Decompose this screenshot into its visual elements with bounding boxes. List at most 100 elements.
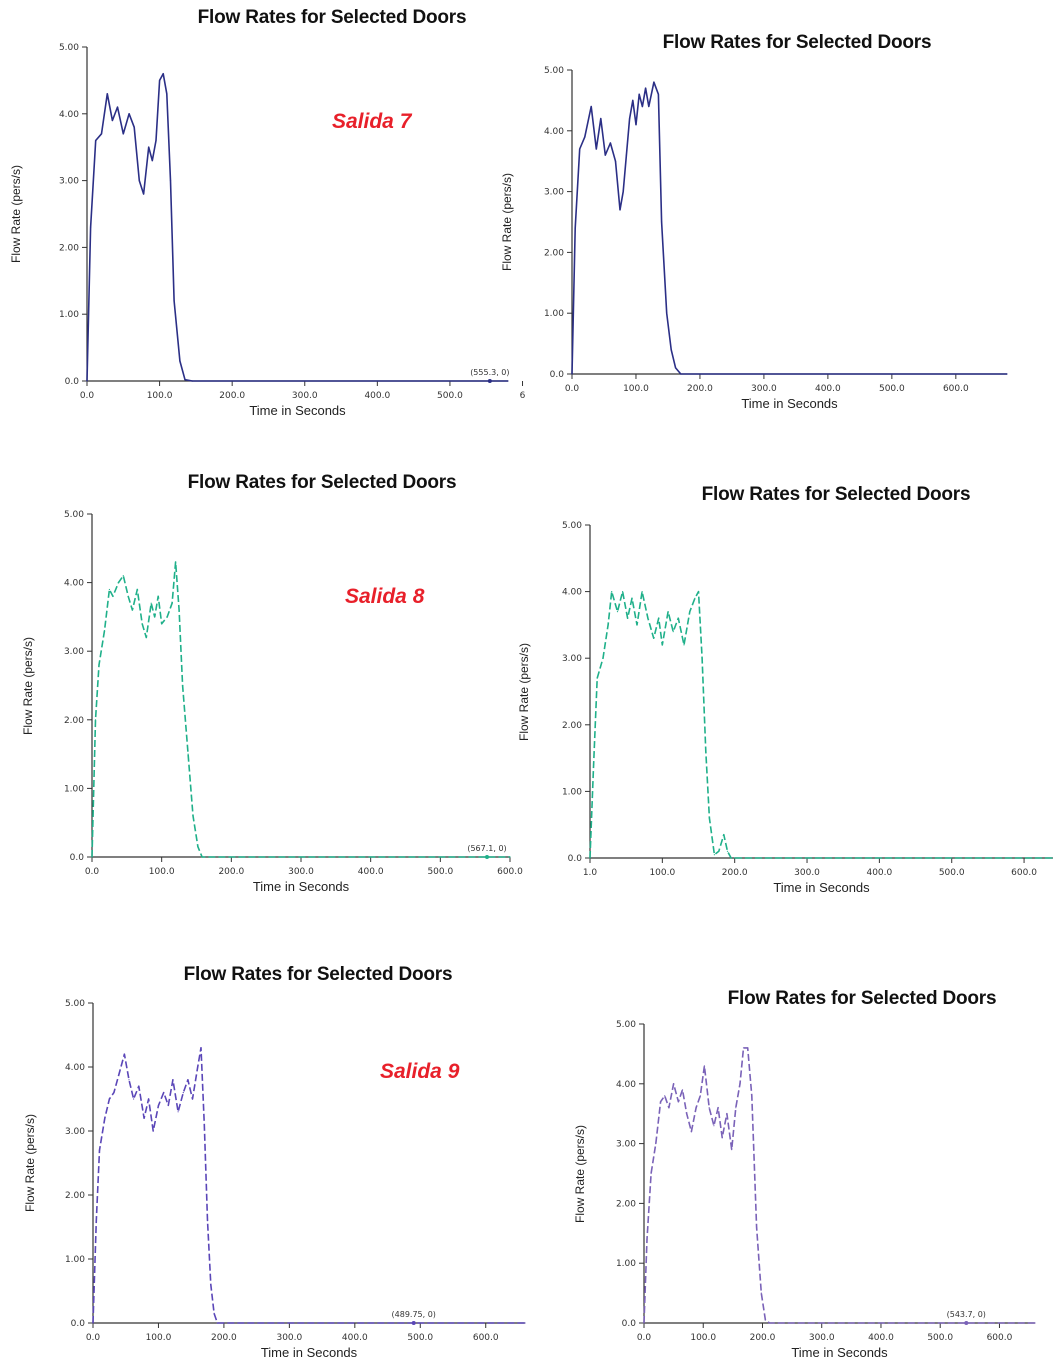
flow-rate-point (661, 221, 663, 223)
flow-rate-point (658, 617, 660, 619)
y-tick-label: 0.0 (70, 853, 85, 863)
x-tick-label: 300.0 (288, 867, 314, 877)
flow-rate-series-line (92, 1047, 525, 1324)
flow-rate-point (579, 148, 581, 150)
flow-rate-point (86, 380, 88, 382)
flow-rate-point (769, 1322, 771, 1324)
flow-rate-point (200, 1047, 202, 1049)
flow-rate-point (590, 105, 592, 108)
chart-panel-1: 0.0 1.00 2.00 3.00 4.00 5.00 0.0 100.0 200.0 300.… (9, 5, 526, 425)
flow-rate-point (1034, 1322, 1036, 1324)
flow-rate-point (148, 1098, 150, 1100)
x-tick-label: 300.0 (751, 384, 777, 394)
flow-rate-point (675, 367, 677, 369)
x-tick-label: 600.0 (943, 384, 969, 394)
flow-rate-point (641, 591, 643, 593)
flow-rate-point (677, 1101, 679, 1103)
flow-rate-point (103, 630, 106, 632)
x-tick-label: 400.0 (358, 867, 384, 877)
flow-rate-point (133, 126, 135, 128)
flow-rate-point (182, 684, 184, 687)
y-tick-label: 4.00 (64, 579, 84, 589)
x-tick-label: 0.0 (85, 867, 100, 877)
flow-rate-point (1006, 373, 1008, 375)
flow-rate-point (690, 1131, 692, 1133)
flow-rate-point (157, 595, 159, 597)
flow-rate-point (607, 624, 609, 626)
x-tick-label: 100.0 (147, 391, 173, 401)
chart-panel-3: 0.0 1.00 2.00 3.00 4.00 5.00 0.0 100.0 200.0 300.… (20, 470, 523, 900)
end-marker-label: (567.1, 0) (467, 844, 506, 853)
flow-rate-point (701, 657, 703, 659)
flow-rate-point (616, 611, 619, 613)
y-tick-label: 0.0 (622, 1319, 637, 1329)
flow-rate-point (619, 209, 621, 211)
exit-label: Salida 8 (345, 585, 425, 608)
flow-rate-point (747, 1047, 749, 1049)
x-tick-label: 1.0 (583, 868, 598, 878)
flow-rate-point (166, 93, 168, 95)
flow-rate-point (699, 1095, 701, 1097)
x-axis-label: Time in Seconds (260, 1345, 358, 1360)
x-tick-label: 100.0 (146, 1333, 172, 1343)
flow-rate-point (100, 133, 103, 135)
flow-rate-point (629, 118, 631, 120)
flow-rate-point (108, 1098, 110, 1100)
flow-rate-point (697, 591, 700, 593)
y-tick-label: 0.0 (568, 854, 583, 864)
y-tick-label: 1.00 (59, 310, 79, 320)
flow-rate-point (216, 1322, 218, 1324)
flow-rate-point (647, 617, 649, 619)
flow-rate-point (173, 300, 175, 302)
y-tick-label: 4.00 (65, 1063, 85, 1073)
x-tick-label: 400.0 (364, 391, 390, 401)
flow-rate-point (143, 193, 145, 195)
flow-rate-point (735, 1107, 737, 1109)
flow-rate-point (760, 1292, 762, 1294)
flow-rate-point (593, 764, 595, 766)
x-tick-label: 400.0 (868, 1333, 894, 1343)
flow-rate-point (708, 1107, 710, 1109)
end-marker-label: (543.7, 0) (947, 1310, 986, 1319)
x-tick-label: 600.0 (497, 867, 523, 877)
flow-rate-point (154, 616, 156, 618)
y-tick-label: 5.00 (64, 510, 84, 520)
y-tick-label: 3.00 (59, 177, 79, 187)
flow-rate-point (524, 1322, 526, 1324)
flow-rate-point (167, 1104, 169, 1106)
y-tick-label: 3.00 (544, 188, 564, 198)
flow-rate-point (713, 1125, 715, 1127)
y-tick-label: 3.00 (64, 647, 84, 657)
flow-rate-point (210, 1284, 212, 1286)
x-tick-label: 600.0 (987, 1333, 1013, 1343)
flow-rate-point (739, 1083, 741, 1085)
flow-rate-point (162, 73, 164, 75)
flow-rate-point (731, 1149, 733, 1151)
y-tick-label: 4.00 (544, 127, 564, 137)
x-tick-label: 400.0 (815, 384, 841, 394)
flow-rate-point (686, 1113, 688, 1115)
flow-rate-point (653, 637, 655, 639)
flow-rate-point (182, 1092, 184, 1094)
flow-rate-point (631, 597, 633, 599)
flow-rate-point (128, 113, 130, 115)
x-tick-label: 0.0 (565, 384, 580, 394)
flow-rate-point (175, 561, 177, 563)
chart-svg: 0.0 1.00 2.00 3.00 4.00 5.00 0.0 100.0 200.0 300.… (616, 1020, 1036, 1343)
flow-rate-point (641, 105, 643, 108)
flow-rate-point (191, 380, 193, 382)
flow-rate-point (721, 1137, 723, 1139)
flow-rate-point (646, 1238, 648, 1240)
flow-rate-point (604, 154, 606, 156)
x-tick-label: 0.0 (637, 1333, 652, 1343)
flow-rate-point (595, 148, 597, 150)
flow-rate-point (128, 1079, 130, 1081)
x-tick-label: 600.0 (1011, 868, 1037, 878)
y-tick-label: 1.00 (64, 784, 84, 794)
flow-rate-point (197, 846, 199, 848)
flow-rate-point (91, 856, 93, 858)
chart-title: Flow Rates for Selected Doors (187, 472, 457, 493)
flow-rate-point (622, 591, 624, 593)
flow-rate-point (574, 227, 576, 229)
flow-rate-point (664, 1095, 666, 1097)
